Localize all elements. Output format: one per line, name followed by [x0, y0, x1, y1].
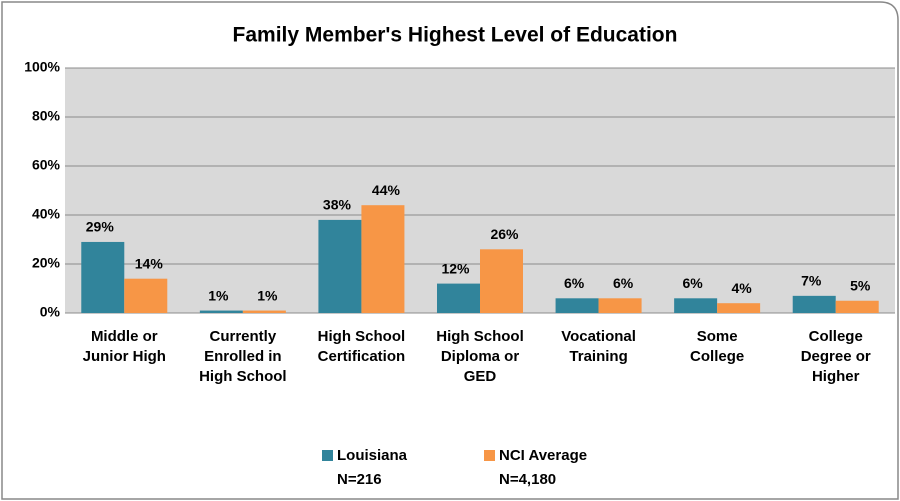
x-tick-line: Certification	[318, 348, 406, 365]
x-tick-line: Currently	[210, 328, 277, 345]
data-label: 1%	[208, 287, 229, 303]
y-tick-label: 100%	[24, 59, 60, 75]
x-tick-line: College	[690, 348, 744, 365]
x-tick-line: Some	[697, 328, 738, 345]
bar	[81, 241, 125, 313]
bar	[361, 205, 405, 313]
x-tick-line: High School	[318, 328, 406, 345]
x-tick-line: Training	[569, 348, 627, 365]
data-label: 5%	[850, 277, 871, 293]
x-tick-line: College	[809, 328, 863, 345]
data-label: 1%	[257, 287, 278, 303]
y-tick-label: 20%	[32, 255, 61, 271]
y-tick-label: 0%	[40, 304, 61, 320]
x-tick-label: Some College	[690, 328, 744, 365]
x-tick-line: Junior High	[83, 348, 166, 365]
bar	[318, 219, 362, 313]
bar	[717, 303, 761, 313]
x-tick-label: High School Certification	[318, 328, 406, 365]
x-tick-line: Middle or	[91, 328, 158, 345]
legend-note: N=4,180	[499, 471, 556, 488]
data-label: 26%	[490, 226, 519, 242]
x-tick-line: High School	[199, 368, 287, 385]
x-tick-label: Middle or Junior High	[83, 328, 166, 365]
legend-swatch	[484, 450, 495, 461]
bar	[124, 278, 168, 313]
data-label: 38%	[323, 197, 352, 213]
x-tick-line: Degree or	[801, 348, 871, 365]
data-label: 4%	[732, 280, 753, 296]
chart-title: Family Member's Highest Level of Educati…	[233, 24, 678, 47]
bar	[598, 298, 642, 313]
y-tick-label: 40%	[32, 206, 61, 222]
y-tick-label: 60%	[32, 157, 61, 173]
x-tick-line: High School	[436, 328, 524, 345]
data-label: 44%	[372, 182, 401, 198]
legend-label: NCI Average	[499, 447, 587, 464]
data-label: 6%	[683, 275, 704, 291]
bar	[674, 298, 718, 313]
bar	[242, 310, 286, 313]
x-tick-line: Diploma or	[441, 348, 520, 365]
x-tick-label: High School Diploma or GED	[436, 328, 524, 385]
legend-label: Louisiana	[337, 447, 408, 464]
data-label: 14%	[135, 255, 164, 271]
x-tick-line: Enrolled in	[204, 348, 282, 365]
bar	[835, 300, 879, 313]
x-tick-label: Currently Enrolled in High School	[199, 328, 287, 385]
bar	[555, 298, 599, 313]
data-label: 6%	[613, 275, 634, 291]
data-label: 7%	[801, 273, 822, 289]
x-tick-line: GED	[464, 368, 497, 385]
bar	[199, 310, 243, 313]
y-tick-label: 80%	[32, 108, 61, 124]
x-tick-line: Vocational	[561, 328, 636, 345]
data-label: 29%	[86, 219, 115, 235]
x-tick-label: College Degree or Higher	[801, 328, 871, 385]
bar	[792, 295, 836, 313]
legend-swatch	[322, 450, 333, 461]
data-label: 12%	[441, 260, 470, 276]
data-label: 6%	[564, 275, 585, 291]
legend-note: N=216	[337, 471, 382, 488]
x-tick-line: Higher	[812, 368, 860, 385]
bar	[437, 283, 480, 313]
x-tick-label: Vocational Training	[561, 328, 636, 365]
bar	[480, 249, 523, 313]
